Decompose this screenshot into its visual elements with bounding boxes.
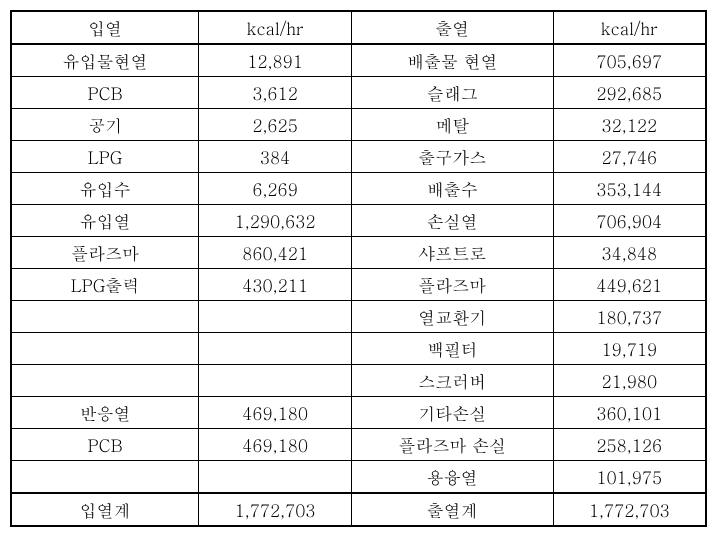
footer-outlet-total-value: 1,772,703: [553, 493, 706, 526]
cell-label: 플라즈마: [352, 269, 554, 301]
cell-value: [199, 365, 352, 397]
cell-value: 180,737: [553, 301, 706, 333]
cell-value: 101,975: [553, 461, 706, 494]
cell-label: [11, 365, 199, 397]
table-row: 유입수 6,269 배출수 353,144: [11, 173, 706, 205]
footer-inlet-total-value: 1,772,703: [199, 493, 352, 526]
table-row: 플라즈마 860,421 샤프트로 34,848: [11, 237, 706, 269]
header-inlet: 입열: [11, 11, 199, 44]
cell-label: 메탈: [352, 109, 554, 141]
table-row: LPG 384 출구가스 27,746: [11, 141, 706, 173]
cell-value: 430,211: [199, 269, 352, 301]
cell-label: 플라즈마 손실: [352, 429, 554, 461]
table-row: 백필터 19,719: [11, 333, 706, 365]
cell-label: PCB: [11, 429, 199, 461]
cell-label: [11, 301, 199, 333]
cell-label: 유입물현열: [11, 44, 199, 77]
cell-value: 860,421: [199, 237, 352, 269]
cell-label: 배출물 현열: [352, 44, 554, 77]
table-row: PCB 3,612 슬래그 292,685: [11, 77, 706, 109]
cell-value: 19,719: [553, 333, 706, 365]
cell-label: PCB: [11, 77, 199, 109]
table-row: 스크러버 21,980: [11, 365, 706, 397]
cell-value: 292,685: [553, 77, 706, 109]
table-row: PCB 469,180 플라즈마 손실 258,126: [11, 429, 706, 461]
cell-value: 2,625: [199, 109, 352, 141]
footer-outlet-total-label: 출열계: [352, 493, 554, 526]
table-row: 유입열 1,290,632 손실열 706,904: [11, 205, 706, 237]
cell-value: 27,746: [553, 141, 706, 173]
cell-value: 360,101: [553, 397, 706, 429]
footer-inlet-total-label: 입열계: [11, 493, 199, 526]
table-row: 열교환기 180,737: [11, 301, 706, 333]
cell-value: 32,122: [553, 109, 706, 141]
table-row: 반응열 469,180 기타손실 360,101: [11, 397, 706, 429]
cell-label: [11, 461, 199, 494]
cell-label: LPG출력: [11, 269, 199, 301]
cell-value: 1,290,632: [199, 205, 352, 237]
cell-label: 공기: [11, 109, 199, 141]
table-row: 공기 2,625 메탈 32,122: [11, 109, 706, 141]
cell-value: 353,144: [553, 173, 706, 205]
cell-label: 용융열: [352, 461, 554, 494]
header-inlet-unit: kcal/hr: [199, 11, 352, 44]
cell-value: 384: [199, 141, 352, 173]
cell-label: 슬래그: [352, 77, 554, 109]
cell-label: 출구가스: [352, 141, 554, 173]
cell-value: [199, 461, 352, 494]
table-row: 유입물현열 12,891 배출물 현열 705,697: [11, 44, 706, 77]
cell-label: 플라즈마: [11, 237, 199, 269]
cell-label: 배출수: [352, 173, 554, 205]
cell-value: [199, 333, 352, 365]
cell-value: 469,180: [199, 429, 352, 461]
cell-value: 705,697: [553, 44, 706, 77]
cell-label: 유입열: [11, 205, 199, 237]
cell-label: 기타손실: [352, 397, 554, 429]
cell-label: 유입수: [11, 173, 199, 205]
cell-value: 21,980: [553, 365, 706, 397]
table-row: LPG출력 430,211 플라즈마 449,621: [11, 269, 706, 301]
cell-label: 백필터: [352, 333, 554, 365]
cell-label: 반응열: [11, 397, 199, 429]
table-header-row: 입열 kcal/hr 출열 kcal/hr: [11, 11, 706, 44]
cell-value: 449,621: [553, 269, 706, 301]
cell-label: 손실열: [352, 205, 554, 237]
cell-value: 469,180: [199, 397, 352, 429]
cell-value: [199, 301, 352, 333]
heat-balance-table: 입열 kcal/hr 출열 kcal/hr 유입물현열 12,891 배출물 현…: [10, 10, 707, 527]
table-footer-row: 입열계 1,772,703 출열계 1,772,703: [11, 493, 706, 526]
cell-label: LPG: [11, 141, 199, 173]
cell-label: 열교환기: [352, 301, 554, 333]
cell-value: 6,269: [199, 173, 352, 205]
header-outlet-unit: kcal/hr: [553, 11, 706, 44]
cell-value: 706,904: [553, 205, 706, 237]
header-outlet: 출열: [352, 11, 554, 44]
cell-label: 샤프트로: [352, 237, 554, 269]
cell-value: 12,891: [199, 44, 352, 77]
cell-value: 258,126: [553, 429, 706, 461]
cell-label: 스크러버: [352, 365, 554, 397]
cell-label: [11, 333, 199, 365]
cell-value: 34,848: [553, 237, 706, 269]
cell-value: 3,612: [199, 77, 352, 109]
table-row: 용융열 101,975: [11, 461, 706, 494]
